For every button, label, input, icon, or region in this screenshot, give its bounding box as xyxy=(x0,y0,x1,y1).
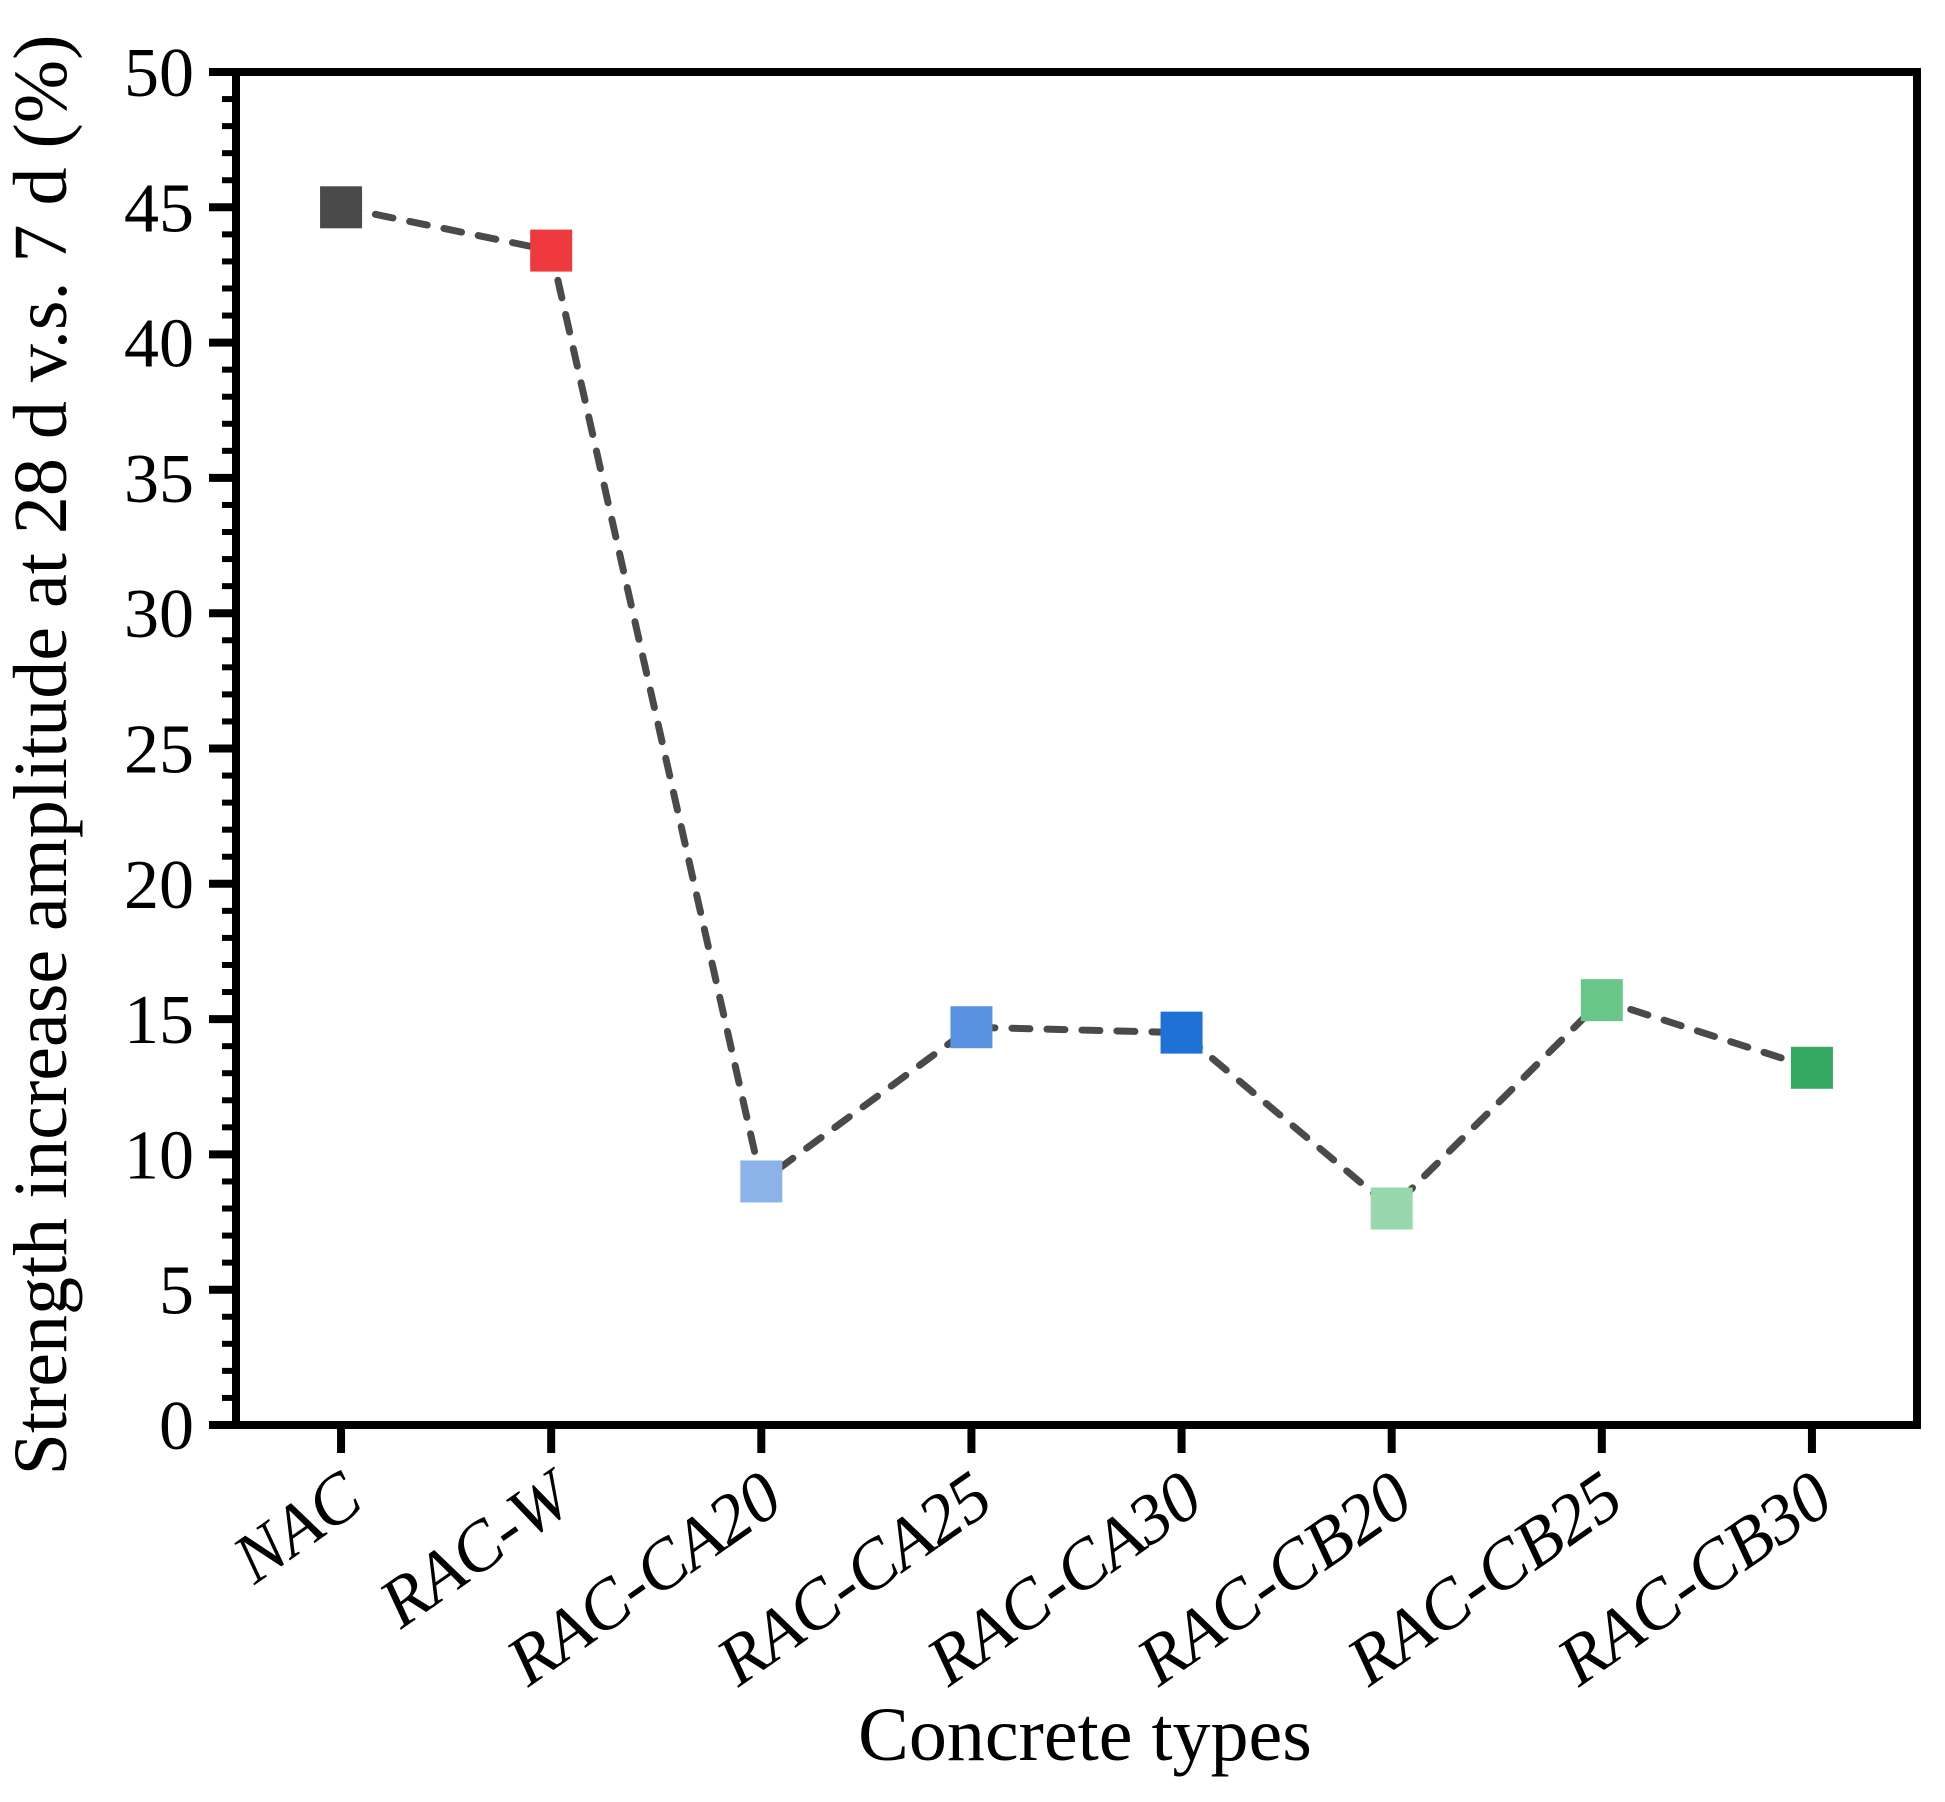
y-major-ticks xyxy=(209,68,236,1429)
series-dashed-line xyxy=(337,203,1816,1213)
marker-rac-cb25 xyxy=(1580,979,1623,1022)
y-tick-label: 10 xyxy=(124,1117,194,1194)
marker-rac-cb30 xyxy=(1790,1046,1833,1089)
y-tick-labels: 0 5 10 15 20 25 30 35 40 45 50 xyxy=(124,35,194,1465)
y-tick-label: 50 xyxy=(124,35,194,112)
x-tick-labels: NACRAC-WRAC-CA20RAC-CA25RAC-CA30RAC-CB20… xyxy=(219,1454,1846,1702)
x-tick-label-nac: NAC xyxy=(219,1456,377,1598)
marker-rac-ca25 xyxy=(950,1006,993,1049)
marker-rac-ca30 xyxy=(1160,1011,1203,1054)
y-tick-label: 15 xyxy=(124,982,194,1059)
x-major-ticks xyxy=(337,1425,1816,1453)
y-tick-label: 35 xyxy=(124,441,194,518)
marker-rac-cb20 xyxy=(1370,1187,1413,1230)
y-axis-title: Strength increase amplitude at 28 d v.s.… xyxy=(0,35,83,1476)
marker-nac xyxy=(320,186,363,229)
plot-frame xyxy=(232,68,1921,1429)
y-tick-label: 20 xyxy=(124,847,194,924)
y-tick-label: 5 xyxy=(159,1253,194,1330)
marker-rac-w xyxy=(530,229,573,272)
y-tick-label: 30 xyxy=(124,576,194,653)
y-tick-label: 0 xyxy=(159,1388,194,1465)
x-axis-title: Concrete types xyxy=(858,1693,1312,1777)
marker-rac-ca20 xyxy=(740,1160,783,1203)
y-tick-label: 45 xyxy=(124,170,194,247)
data-series xyxy=(320,186,1833,1230)
y-tick-label: 40 xyxy=(124,306,194,383)
y-tick-label: 25 xyxy=(124,712,194,789)
